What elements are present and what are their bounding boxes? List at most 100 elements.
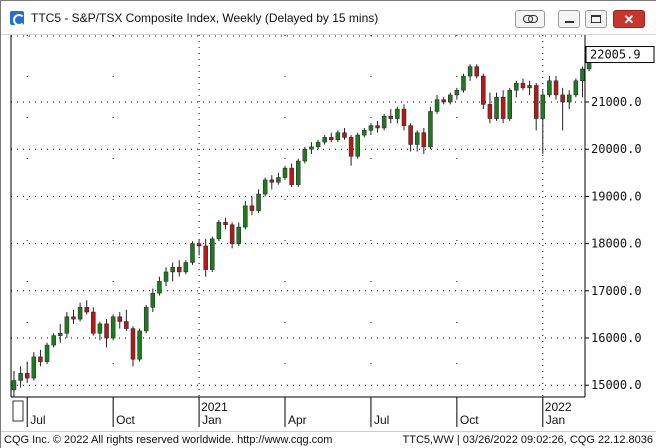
- candle-body: [553, 80, 559, 96]
- candle-body: [368, 125, 374, 131]
- price-tick-label: 19000.0: [591, 189, 642, 203]
- candle-body: [117, 316, 123, 322]
- candle-body: [157, 281, 162, 294]
- candlestick-chart[interactable]: 15000.0 16000.0 17000.0 18000.0 19000.0 20000…: [1, 35, 656, 431]
- candle-body: [130, 328, 136, 360]
- window-title: TTC5 - S&P/TSX Composite Index, Weekly (…: [31, 11, 379, 25]
- candle-body: [560, 94, 565, 103]
- candle-body: [177, 266, 182, 273]
- candle-body: [18, 373, 23, 381]
- candle-body: [487, 104, 493, 119]
- candle-body: [375, 125, 380, 129]
- month-label: Oct: [460, 413, 479, 427]
- candle-body: [500, 97, 506, 119]
- candle-body: [276, 177, 281, 183]
- candle-body: [362, 130, 367, 136]
- candle-body: [77, 307, 83, 320]
- candle-body: [302, 148, 308, 162]
- month-label: Jan: [202, 413, 221, 427]
- candle-body: [196, 243, 202, 247]
- candle-body: [295, 160, 301, 185]
- chart-background: [1, 35, 656, 431]
- candle-body: [203, 245, 208, 270]
- candle-body: [110, 316, 116, 339]
- candle-body: [58, 333, 63, 336]
- candle-body: [527, 85, 532, 89]
- candle-body: [441, 99, 446, 103]
- candle-body: [91, 311, 96, 334]
- candle-body: [481, 75, 486, 105]
- candle-body: [11, 380, 17, 391]
- candle-body: [322, 137, 327, 143]
- copyright-text: CQG Inc. © 2022 All rights reserved worl…: [4, 434, 333, 446]
- title-bar[interactable]: TTC5 - S&P/TSX Composite Index, Weekly (…: [1, 1, 656, 35]
- candle-body: [309, 146, 314, 150]
- candle-body: [547, 80, 552, 96]
- candle-body: [64, 316, 70, 334]
- candle-body: [474, 66, 479, 77]
- maximize-icon: [591, 15, 601, 23]
- candle-body: [44, 344, 50, 362]
- last-price-box: [585, 46, 655, 64]
- close-icon: ✕: [623, 11, 635, 27]
- candle-body: [104, 323, 109, 339]
- month-label: Jan: [546, 413, 565, 427]
- month-label: Jul: [30, 413, 45, 427]
- candle-body: [580, 68, 585, 82]
- candle-body: [183, 262, 189, 273]
- candle-body: [448, 94, 453, 103]
- candle-body: [388, 115, 394, 119]
- time-axis: 2021 2022 Jul Oct Jan Apr Jul Oct Jan: [26, 397, 572, 427]
- price-tick-label: 17000.0: [591, 284, 642, 298]
- candle-body: [414, 132, 420, 145]
- candle-body: [38, 356, 43, 362]
- link-button[interactable]: [515, 10, 545, 28]
- candle-body: [315, 141, 321, 148]
- candle-body: [97, 323, 103, 334]
- candle-body: [467, 66, 473, 77]
- candle-body: [329, 137, 334, 141]
- candle-body: [262, 179, 268, 195]
- price-axis: 15000.0 16000.0 17000.0 18000.0 19000.0 20000…: [585, 46, 655, 392]
- candle-body: [269, 179, 275, 183]
- price-tick-label: 16000.0: [591, 331, 642, 345]
- price-tick-label: 20000.0: [591, 142, 642, 156]
- candle-body: [520, 82, 526, 89]
- candle-body: [282, 167, 288, 178]
- minimize-icon: [564, 21, 574, 23]
- candle-body: [566, 94, 572, 103]
- candle-body: [355, 134, 360, 157]
- candle-body: [573, 80, 579, 96]
- candle-body: [124, 321, 129, 329]
- candle-body: [170, 266, 175, 273]
- cqg-logo-icon: [10, 11, 25, 26]
- candle-body: [461, 75, 466, 91]
- candle-body: [408, 125, 413, 145]
- year-label: 2021: [201, 400, 228, 414]
- candle-body: [395, 108, 400, 119]
- candle-body: [540, 94, 546, 119]
- scroll-handle[interactable]: [12, 400, 24, 422]
- last-price-label: 22005.9: [590, 48, 641, 62]
- minimize-button[interactable]: [558, 10, 580, 28]
- candle-body: [190, 243, 195, 263]
- candle-body: [84, 307, 89, 313]
- candle-body: [434, 99, 440, 112]
- close-button[interactable]: ✕: [613, 10, 645, 28]
- candle-body: [216, 222, 222, 240]
- candle-body: [421, 132, 427, 148]
- link-icon: [523, 15, 538, 23]
- price-tick-label: 18000.0: [591, 237, 642, 251]
- candle-body: [514, 82, 519, 91]
- candle-body: [51, 335, 56, 346]
- maximize-button[interactable]: [585, 10, 607, 28]
- candle-body: [494, 97, 499, 119]
- candle-body: [507, 89, 512, 119]
- candle-body: [249, 205, 255, 211]
- candle-body: [243, 205, 248, 228]
- candle-body: [71, 316, 76, 320]
- candle-body: [31, 356, 37, 379]
- candle-body: [229, 224, 235, 244]
- candle-body: [335, 132, 341, 141]
